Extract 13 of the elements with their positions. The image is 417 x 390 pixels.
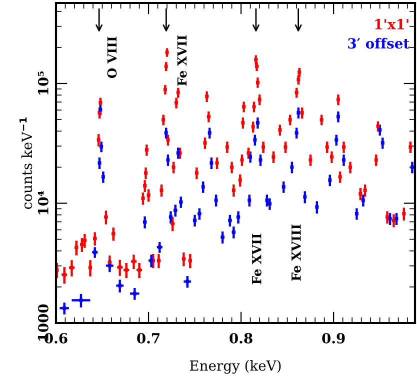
y-tick-label: 10⁴ [38,191,48,214]
x-tick-label: 0.7 [137,332,160,344]
annotation: Fe XVII [252,234,262,284]
text: 3′ offset [348,38,410,49]
y-axis-title: counts keV$^{−1}$ [20,117,32,209]
x-tick-label: 0.8 [230,332,252,344]
x-axis-title: Energy (keV) [190,360,281,374]
y-tick-label: 10⁵ [38,71,48,94]
annotation: Fe XVIII [292,224,301,281]
annotation: O VIII [107,36,117,78]
annotation: Fe XVII [177,35,187,86]
x-tick-label: 0.9 [322,332,345,344]
text: 1'x1' [375,18,408,30]
